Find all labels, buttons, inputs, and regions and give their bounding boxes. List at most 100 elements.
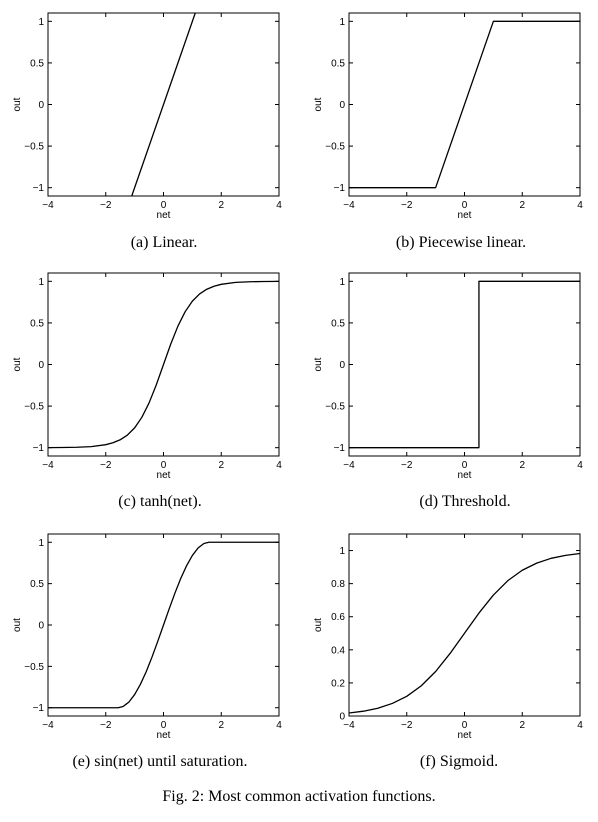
series-line [349, 280, 580, 449]
x-tick-label: −2 [401, 200, 413, 211]
y-tick-label: 0 [38, 100, 44, 111]
plot-frame [348, 272, 581, 457]
panel-caption-c: (c) tanh(net). [118, 493, 202, 510]
y-tick-label: 0.8 [331, 579, 345, 590]
y-tick-label: 1 [38, 277, 44, 288]
x-tick-label: −2 [100, 720, 112, 731]
plot-frame [348, 533, 581, 717]
chart-linear: −4 −2 0 2 4 −1 −0.5 0 0.5 1 net out [12, 12, 282, 221]
y-tick-label: 0.5 [30, 579, 44, 590]
y-axis-label: out [313, 97, 324, 111]
y-tick-label: −1 [33, 443, 45, 454]
chart-panel-d: −4 −2 0 2 4 −1 −0.5 0 0.5 1 net out (d) Threshold. [299, 262, 598, 524]
y-tick-label: 0.5 [30, 58, 44, 69]
chart-piecewise-linear: −4 −2 0 2 4 −1 −0.5 0 0.5 1 net out [313, 12, 583, 221]
y-tick-label: 0 [339, 712, 345, 723]
x-axis-label: net [458, 470, 472, 481]
x-tick-label: 0 [161, 200, 167, 211]
y-tick-label: 0 [339, 100, 345, 111]
panel-caption-a: (a) Linear. [130, 234, 198, 251]
chart-sin-saturation: −4 −2 0 2 4 −1 −0.5 0 0.5 1 net out [12, 533, 282, 741]
x-tick-label: 4 [577, 200, 583, 211]
x-tick-label: 0 [462, 200, 468, 211]
y-tick-label: 0.5 [331, 58, 345, 69]
x-tick-label: 0 [161, 720, 167, 731]
y-tick-label: −1 [33, 183, 45, 194]
y-tick-label: 1 [38, 17, 44, 28]
panel-caption-b: (b) Piecewise linear. [395, 234, 527, 251]
x-tick-label: 4 [276, 720, 282, 731]
chart-sigmoid: −4 −2 0 2 4 0 0.2 0.4 0.6 0.8 1 net out [313, 533, 583, 741]
series-line [48, 541, 279, 709]
x-tick-label: 2 [218, 200, 224, 211]
y-tick-label: 1 [339, 277, 345, 288]
chart-panel-b: −4 −2 0 2 4 −1 −0.5 0 0.5 1 net out (b) Piecewise l… [299, 0, 598, 262]
x-axis-label: net [458, 210, 472, 221]
y-tick-label: −0.5 [24, 402, 44, 413]
y-tick-label: 0.5 [331, 318, 345, 329]
x-tick-label: −4 [42, 200, 54, 211]
y-axis-label: out [313, 357, 324, 371]
x-tick-label: 2 [519, 200, 525, 211]
y-axis-label: out [12, 357, 23, 371]
y-tick-label: 1 [339, 546, 345, 557]
series-line [48, 280, 279, 449]
x-tick-label: −2 [401, 720, 413, 731]
panel-caption-d: (d) Threshold. [419, 493, 511, 510]
x-tick-label: −4 [343, 200, 355, 211]
y-tick-label: −0.5 [325, 402, 345, 413]
x-tick-label: −4 [343, 720, 355, 731]
y-tick-label: −1 [334, 443, 346, 454]
x-tick-label: −4 [343, 460, 355, 471]
chart-panel-a: −4 −2 0 2 4 −1 −0.5 0 0.5 1 net out (a) Linear. [0, 0, 299, 262]
chart-panel-e: −4 −2 0 2 4 −1 −0.5 0 0.5 1 net out (e) sin(net) un… [0, 524, 299, 786]
y-tick-label: −0.5 [325, 142, 345, 153]
chart-panel-c: −4 −2 0 2 4 −1 −0.5 0 0.5 1 net out (c) tanh(net). [0, 262, 299, 524]
x-tick-label: −2 [100, 460, 112, 471]
x-tick-label: 0 [161, 460, 167, 471]
series-line [349, 20, 580, 189]
x-tick-label: 2 [519, 720, 525, 731]
x-axis-label: net [458, 730, 472, 741]
x-tick-label: 0 [462, 720, 468, 731]
x-axis-label: net [157, 210, 171, 221]
y-tick-label: 1 [339, 17, 345, 28]
x-tick-label: −2 [100, 200, 112, 211]
x-tick-label: 4 [276, 460, 282, 471]
chart-panel-f: −4 −2 0 2 4 0 0.2 0.4 0.6 0.8 1 net out (f) Sigmoid. [299, 524, 598, 786]
y-tick-label: 0.5 [30, 318, 44, 329]
chart-threshold: −4 −2 0 2 4 −1 −0.5 0 0.5 1 net out [313, 272, 583, 481]
x-tick-label: 4 [276, 200, 282, 211]
y-tick-label: −0.5 [24, 142, 44, 153]
y-tick-label: 0 [38, 621, 44, 632]
series-line [349, 552, 580, 714]
y-axis-label: out [313, 618, 324, 632]
y-tick-label: 1 [38, 538, 44, 549]
y-tick-label: −1 [33, 703, 45, 714]
y-tick-label: 0 [38, 360, 44, 371]
y-tick-label: −0.5 [24, 662, 44, 673]
panel-caption-f: (f) Sigmoid. [419, 753, 499, 770]
x-axis-label: net [157, 470, 171, 481]
x-tick-label: 0 [462, 460, 468, 471]
x-tick-label: 2 [218, 720, 224, 731]
figure-caption: Fig. 2: Most common activation functions… [162, 788, 436, 805]
chart-tanh: −4 −2 0 2 4 −1 −0.5 0 0.5 1 net out [12, 272, 282, 481]
x-tick-label: 2 [218, 460, 224, 471]
x-axis-label: net [157, 730, 171, 741]
x-tick-label: 4 [577, 720, 583, 731]
x-tick-label: 4 [577, 460, 583, 471]
x-tick-label: 2 [519, 460, 525, 471]
y-tick-label: 0.4 [331, 645, 345, 656]
x-tick-label: −4 [42, 720, 54, 731]
x-tick-label: −4 [42, 460, 54, 471]
x-tick-label: −2 [401, 460, 413, 471]
y-tick-label: 0 [339, 360, 345, 371]
series-line [131, 13, 196, 196]
y-axis-label: out [12, 97, 23, 111]
y-tick-label: 0.2 [331, 678, 345, 689]
y-tick-label: −1 [334, 183, 346, 194]
y-tick-label: 0.6 [331, 612, 345, 623]
panel-caption-e: (e) sin(net) until saturation. [72, 753, 248, 770]
